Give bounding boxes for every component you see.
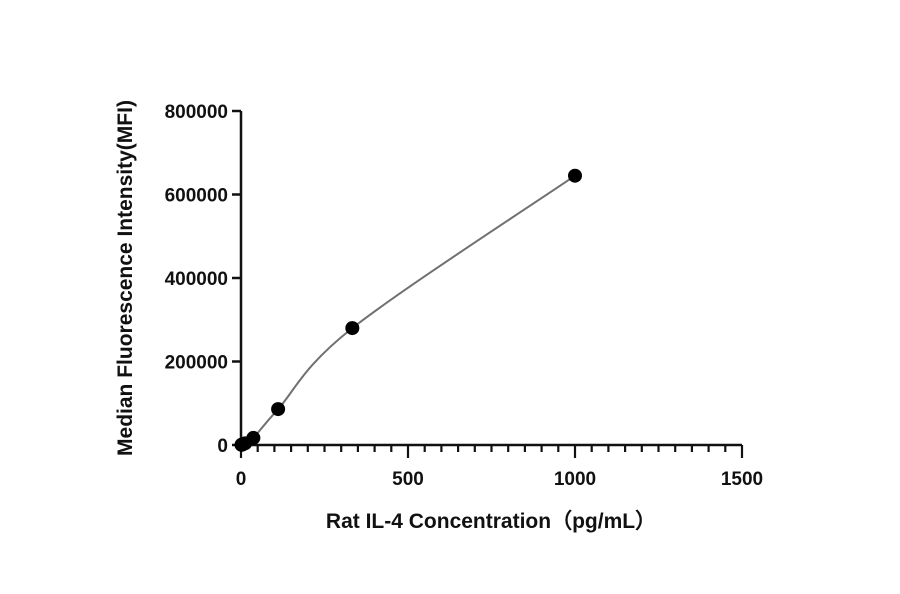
data-points [234, 168, 582, 452]
data-point [345, 321, 360, 336]
fit-line [241, 174, 576, 446]
y-tick-label: 0 [217, 436, 228, 457]
x-axis: 0 500 1000 1500 [236, 443, 763, 490]
x-tick-label: 1000 [554, 469, 596, 490]
data-point [246, 430, 261, 445]
fit-curve [241, 174, 576, 446]
x-tick-label: 1500 [721, 469, 763, 490]
y-axis: 0 200000 400000 600000 800000 [165, 102, 243, 457]
x-tick-label: 500 [392, 469, 424, 490]
data-point [568, 168, 582, 183]
y-tick-label: 600000 [165, 186, 228, 207]
y-tick-label: 200000 [165, 353, 228, 374]
y-axis-title: Median Fluorescence Intensity(MFI) [114, 100, 137, 456]
y-tick-label: 800000 [165, 102, 228, 123]
data-point [271, 402, 286, 417]
y-tick-label: 400000 [165, 269, 228, 290]
x-tick-label: 0 [236, 469, 247, 490]
x-axis-title: Rat IL-4 Concentration（pg/mL） [326, 509, 656, 533]
